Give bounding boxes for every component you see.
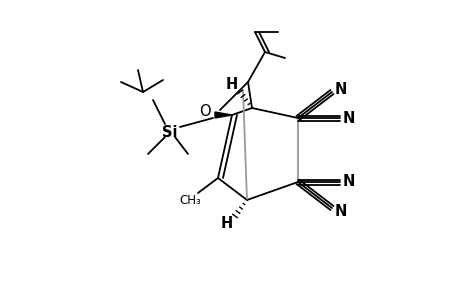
Text: H: H [225,76,238,92]
Text: O: O [199,103,210,118]
Text: N: N [342,110,354,125]
Polygon shape [214,112,231,118]
Text: N: N [334,203,347,218]
Text: Si: Si [162,124,177,140]
Text: N: N [342,175,354,190]
Text: CH₃: CH₃ [179,194,201,206]
Text: N: N [334,82,347,97]
Text: H: H [220,217,233,232]
